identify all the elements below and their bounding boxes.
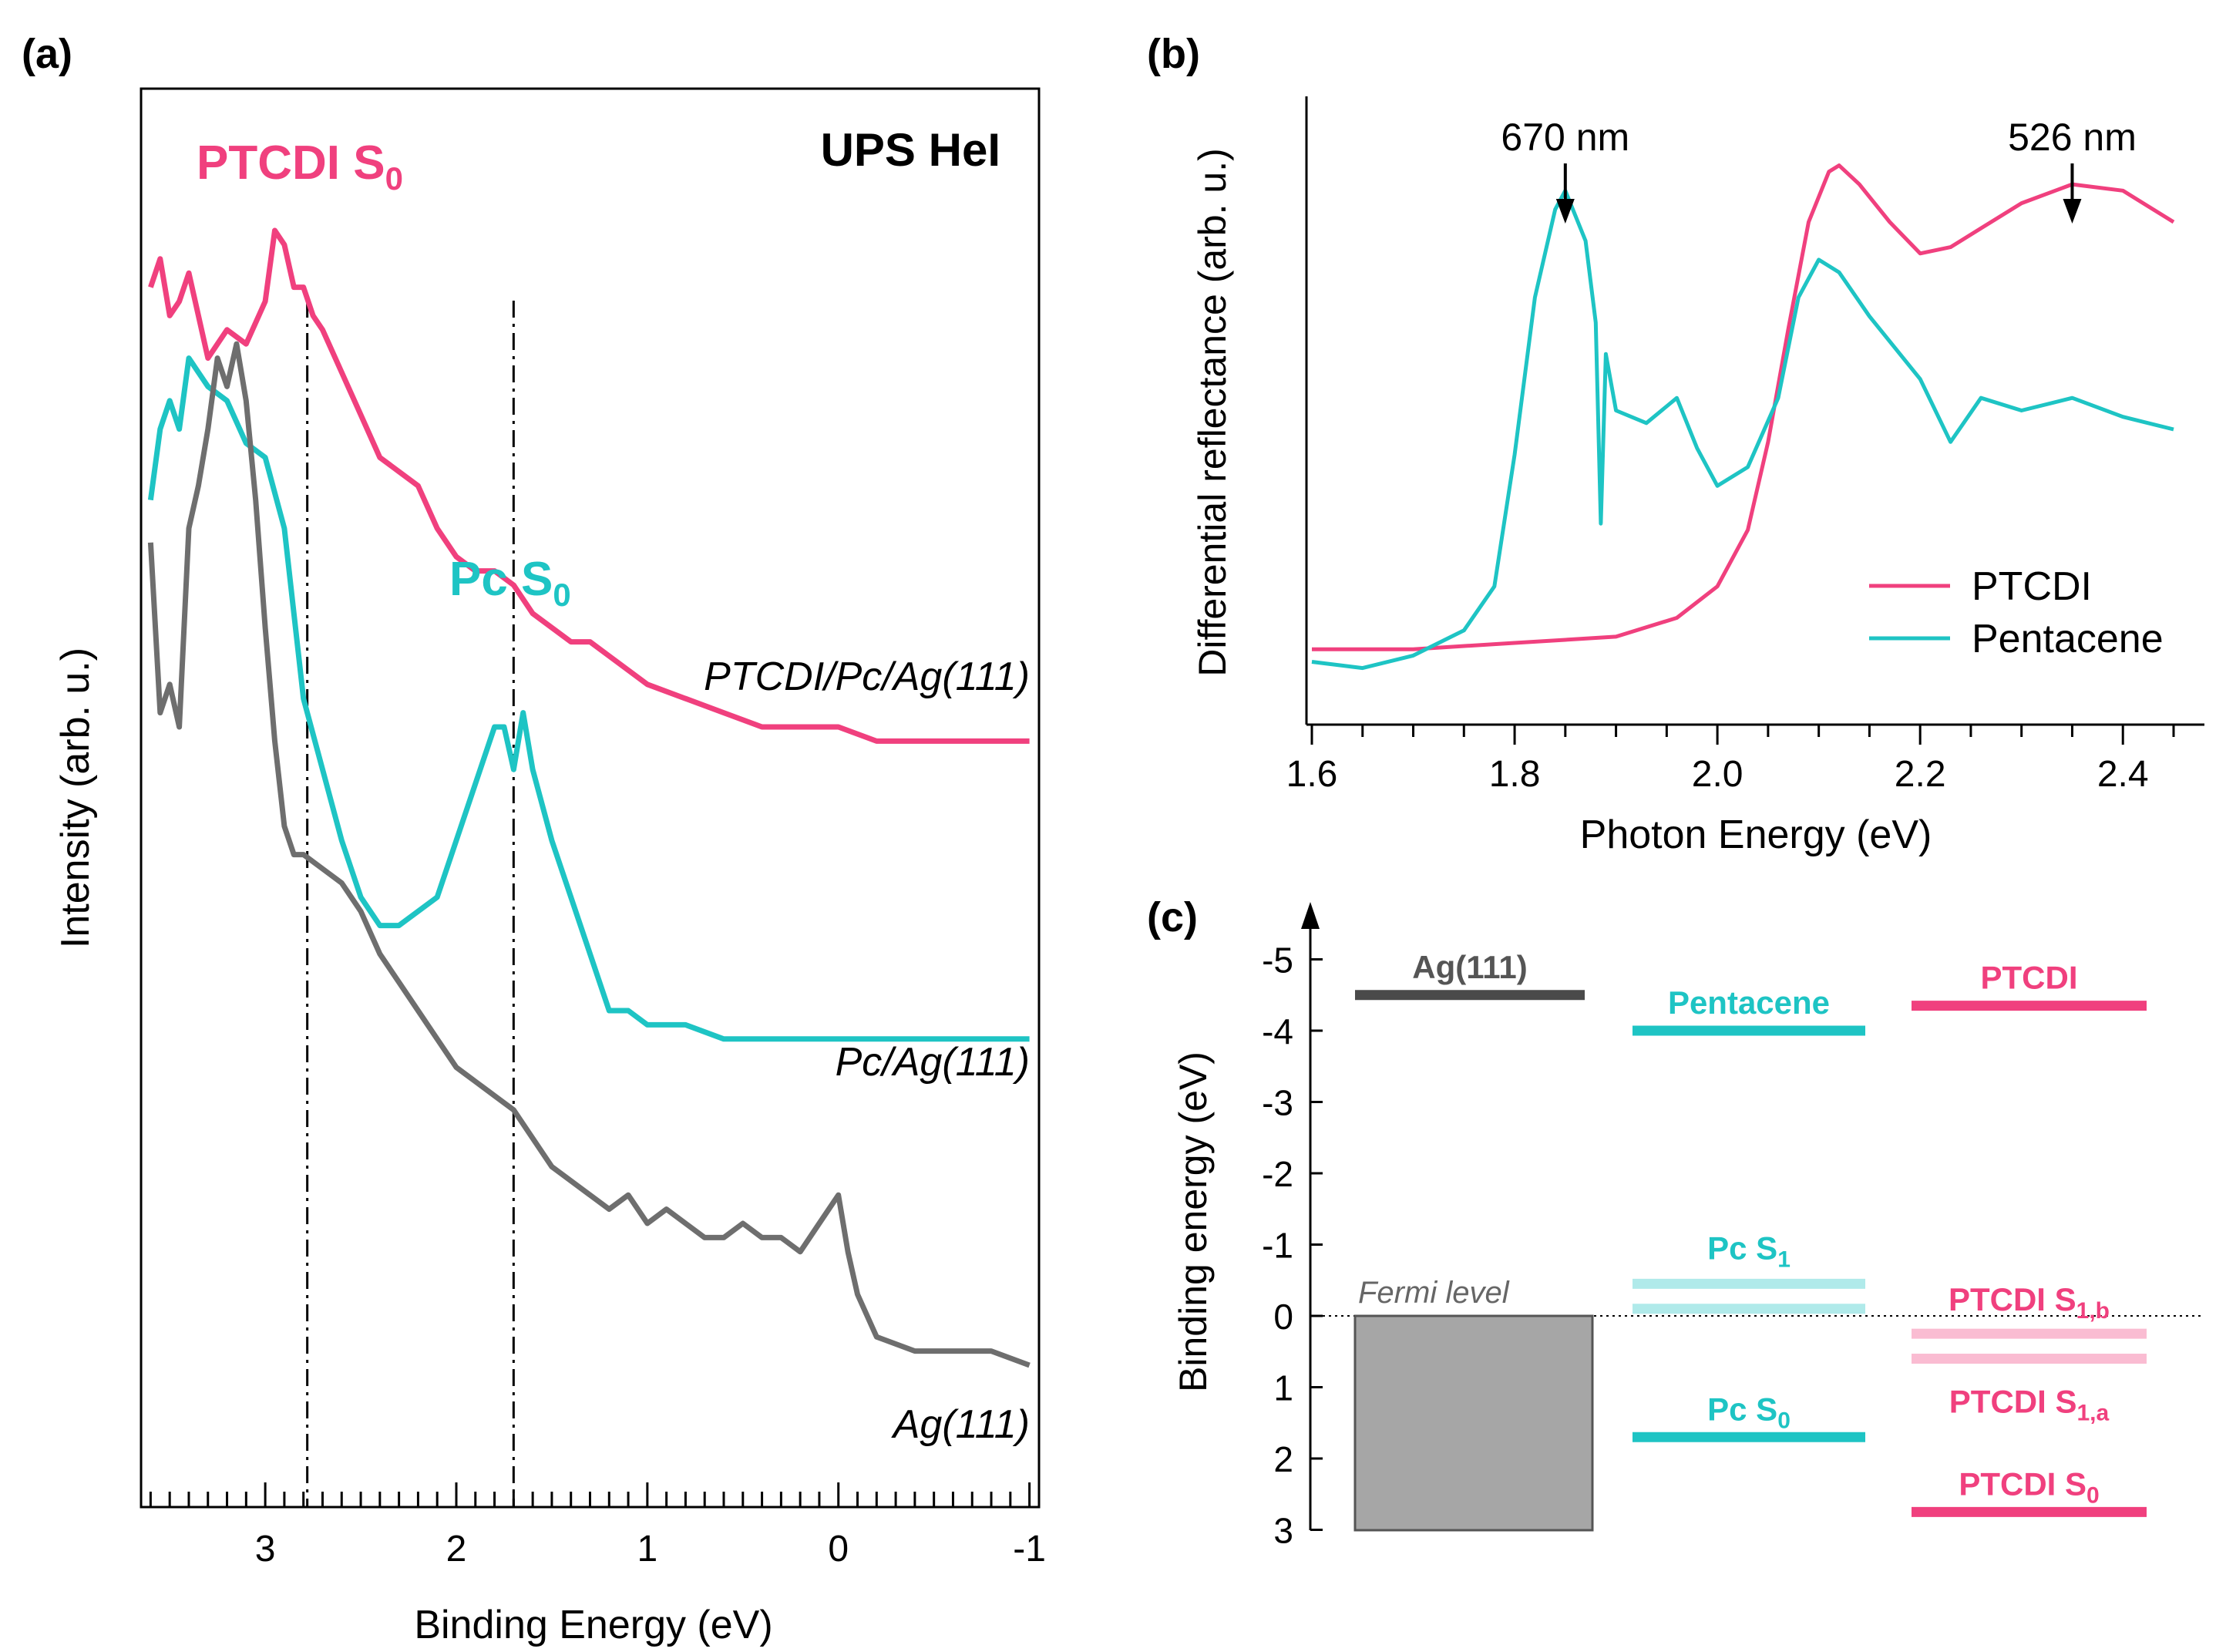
panel-a-series	[147, 227, 1031, 1368]
panel-b-ylabel: Differential reflectance (arb. u.)	[1191, 148, 1234, 677]
panel-c-y-ticks: -5 -4 -3 -2 -1 0 1 2 3	[1262, 940, 1323, 1551]
panel-b-tick-label: 1.8	[1489, 754, 1541, 795]
panel-b-annotation-1: 526 nm	[2008, 116, 2137, 159]
panel-c-tick-label: 1	[1273, 1368, 1293, 1408]
panel-a-tick-label: 0	[828, 1529, 849, 1570]
panel-c-level-label-0: Ag(111)	[1412, 949, 1527, 985]
panel-a-label-ag: Ag(111)	[891, 1402, 1030, 1447]
panel-b-arrow-head-1	[2063, 199, 2082, 224]
panel-a-series-line-2	[147, 341, 1031, 1368]
panel-a-series-line-1	[147, 355, 1030, 1042]
panel-c-level-label-1: Pentacene	[1668, 984, 1830, 1021]
panel-a-series-line-0	[148, 227, 1030, 744]
panel-b-series-line-0	[1312, 163, 2175, 651]
panel-a-title: UPS HeI	[821, 124, 1000, 176]
panel-a-letter: (a)	[22, 31, 72, 77]
panel-c-tick-label: -5	[1262, 940, 1293, 981]
panel-c-level-label-4: Pc S0	[1707, 1391, 1791, 1433]
panel-c-tick-label: -3	[1262, 1083, 1293, 1123]
panel-c-ylabel: Binding energy (eV)	[1172, 1051, 1215, 1392]
panel-c-tick-label: 0	[1273, 1297, 1293, 1337]
panel-c-level-label-5: PTCDI S1,b	[1949, 1281, 2110, 1324]
panel-b-arrow-head-0	[1555, 199, 1575, 224]
ag-filled-states-box	[1353, 1314, 1594, 1532]
panel-c-axis-arrow	[1301, 902, 1320, 929]
panel-a-frame	[140, 87, 1041, 1509]
panel-b-annotation-0: 670 nm	[1501, 116, 1629, 159]
panel-c-level-label-3: Pc S1	[1707, 1230, 1791, 1272]
panel-b-tick-label: 2.4	[2097, 754, 2149, 795]
panel-a: (a) UPS HeI Intensity (arb. u.) Binding …	[22, 31, 1046, 1647]
panel-b-xlabel: Photon Energy (eV)	[1580, 813, 1932, 857]
panel-b-tick-label: 1.6	[1286, 754, 1338, 795]
panel-a-xlabel: Binding Energy (eV)	[414, 1603, 772, 1647]
panel-c-tick-label: -2	[1262, 1154, 1293, 1194]
panel-b: (b) Differential reflectance (arb. u.) P…	[1147, 31, 2204, 857]
panel-b-letter: (b)	[1147, 31, 1200, 77]
panel-c-level-label-6: PTCDI S1,a	[1949, 1384, 2110, 1426]
panel-c-level-label-2: PTCDI	[1981, 960, 2078, 996]
panel-c-tick-label: 2	[1273, 1439, 1293, 1479]
panel-c-levels: Ag(111) Pentacene PTCDI Pc S1 Pc S0 PTCDI S1,…	[1355, 949, 2147, 1517]
panel-a-tick-label: 1	[637, 1529, 658, 1570]
panel-a-tick-label: 2	[446, 1529, 467, 1570]
panel-b-x-ticks: 1.6 1.8 2.0 2.2 2.4	[1286, 725, 2175, 795]
panel-a-ptcdi-s0-label: PTCDI S0	[197, 136, 403, 197]
panel-a-label-ptcdi-pc-ag: PTCDI/Pc/Ag(111)	[704, 654, 1030, 699]
panel-c-letter: (c)	[1147, 894, 1198, 940]
panel-a-pc-s0-label: Pc S0	[449, 553, 571, 613]
legend-label-ptcdi: PTCDI	[1972, 564, 2092, 609]
panel-a-x-ticks: 3 2 1 0 -1	[149, 1482, 1046, 1570]
panel-b-annotations: 670 nm 526 nm	[1501, 116, 2137, 224]
panel-a-guides	[306, 301, 515, 1507]
panel-c-tick-label: 3	[1273, 1511, 1293, 1551]
panel-b-series-line-1	[1311, 188, 2174, 671]
panel-a-tick-label: -1	[1013, 1529, 1046, 1570]
panel-a-ylabel: Intensity (arb. u.)	[53, 648, 98, 948]
panel-a-label-pc-ag: Pc/Ag(111)	[836, 1040, 1030, 1085]
legend-label-pentacene: Pentacene	[1972, 617, 2164, 661]
panel-b-tick-label: 2.2	[1895, 754, 1946, 795]
panel-c-tick-label: -4	[1262, 1011, 1293, 1051]
panel-c-tick-label: -1	[1262, 1226, 1293, 1266]
panel-c-level-label-7: PTCDI S0	[1959, 1465, 2099, 1508]
panel-a-tick-label: 3	[255, 1529, 276, 1570]
panel-b-legend: PTCDI Pentacene	[1869, 564, 2164, 661]
panel-b-tick-label: 2.0	[1692, 754, 1743, 795]
fermi-level-label: Fermi level	[1358, 1276, 1510, 1310]
panel-c: (c) Binding energy (eV) -5 -4 -3 -2 -1 0 1 2 3 F…	[1147, 894, 2204, 1551]
panel-b-series	[1311, 163, 2175, 671]
